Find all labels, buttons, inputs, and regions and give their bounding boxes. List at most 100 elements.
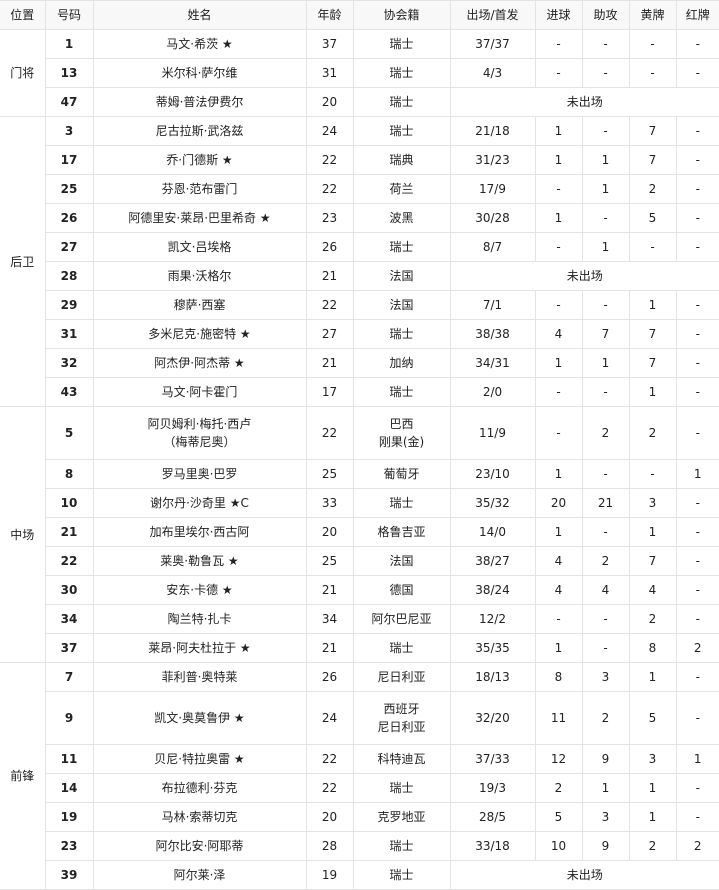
yellow-cards-cell: 7 — [628, 145, 677, 175]
number-cell: 8 — [44, 459, 94, 489]
number-cell: 9 — [44, 691, 94, 745]
apps-cell: 7/1 — [449, 290, 536, 320]
red-cards-cell: - — [675, 773, 719, 803]
yellow-cards-cell: 1 — [628, 517, 677, 547]
name-cell: 马文·阿卡霍门 — [92, 377, 307, 407]
apps-cell: 35/32 — [449, 488, 536, 518]
assists-cell: 1 — [581, 174, 630, 204]
apps-cell: 14/0 — [449, 517, 536, 547]
nationality-cell: 瑞士 — [352, 29, 451, 59]
number-cell: 30 — [44, 575, 94, 605]
age-cell: 21 — [305, 348, 354, 378]
name-cell: 罗马里奥·巴罗 — [92, 459, 307, 489]
age-cell: 21 — [305, 575, 354, 605]
table-row: 8 罗马里奥·巴罗 25 葡萄牙 23/10 1- -1 — [0, 459, 719, 489]
name-cell: 阿贝姆利·梅托·西卢 （梅蒂尼奥） — [92, 406, 307, 460]
table-row: 28 雨果·沃格尔 21 法国 未出场 — [0, 261, 719, 291]
number-cell: 7 — [44, 662, 94, 692]
table-row: 32 阿杰伊·阿杰蒂 ★ 21 加纳 34/31 1 1 7- — [0, 348, 719, 378]
position-cell: 前锋 — [0, 662, 46, 890]
goals-cell: 4 — [534, 319, 583, 349]
goals-cell: 1 — [534, 145, 583, 175]
apps-cell: 37/37 — [449, 29, 536, 59]
red-cards-cell: 2 — [675, 633, 719, 663]
age-cell: 26 — [305, 232, 354, 262]
age-cell: 31 — [305, 58, 354, 88]
nationality-cell: 瑞士 — [352, 488, 451, 518]
nationality-cell: 格鲁吉亚 — [352, 517, 451, 547]
number-cell: 17 — [44, 145, 94, 175]
age-cell: 21 — [305, 261, 354, 291]
goals-cell: - — [534, 232, 583, 262]
assists-cell: 9 — [581, 831, 630, 861]
assists-cell: 1 — [581, 773, 630, 803]
apps-cell: 4/3 — [449, 58, 536, 88]
age-cell: 23 — [305, 203, 354, 233]
nationality-cell: 法国 — [352, 261, 451, 291]
yellow-cards-cell: 2 — [628, 406, 677, 460]
yellow-cards-cell: - — [628, 232, 677, 262]
goals-cell: 20 — [534, 488, 583, 518]
red-cards-cell: - — [675, 116, 719, 146]
nationality-cell: 瑞士 — [352, 377, 451, 407]
age-cell: 22 — [305, 145, 354, 175]
red-cards-cell: - — [675, 145, 719, 175]
age-cell: 20 — [305, 802, 354, 832]
goals-cell: 10 — [534, 831, 583, 861]
number-cell: 19 — [44, 802, 94, 832]
table-row: 43 马文·阿卡霍门 17 瑞士 2/0- -1- — [0, 377, 719, 407]
column-header: 进球 — [534, 0, 583, 30]
table-row: 10 谢尔丹·沙奇里 ★C 33 瑞士 35/32 20 21 3- — [0, 488, 719, 518]
assists-cell: 1 — [581, 232, 630, 262]
cell-line: 西班牙 — [383, 702, 420, 716]
age-cell: 25 — [305, 459, 354, 489]
table-row: 30 安东·卡德 ★ 21 德国 38/24 4 4 4- — [0, 575, 719, 605]
goals-cell: 1 — [534, 203, 583, 233]
name-cell: 乔·门德斯 ★ — [92, 145, 307, 175]
red-cards-cell: - — [675, 662, 719, 692]
column-header: 姓名 — [92, 0, 307, 30]
age-cell: 24 — [305, 691, 354, 745]
apps-cell: 33/18 — [449, 831, 536, 861]
yellow-cards-cell: 1 — [628, 773, 677, 803]
age-cell: 33 — [305, 488, 354, 518]
nationality-cell: 瑞士 — [352, 58, 451, 88]
yellow-cards-cell: 5 — [628, 691, 677, 745]
table-row: 25 芬恩·范布雷门 22 荷兰 17/9-1 2- — [0, 174, 719, 204]
assists-cell: 1 — [581, 145, 630, 175]
name-cell: 穆萨·西塞 — [92, 290, 307, 320]
assists-cell: - — [581, 377, 630, 407]
nationality-cell: 尼日利亚 — [352, 662, 451, 692]
goals-cell: - — [534, 29, 583, 59]
assists-cell: 1 — [581, 348, 630, 378]
cell-line: 巴西 — [389, 417, 414, 431]
column-header: 协会籍 — [352, 0, 451, 30]
nationality-cell: 克罗地亚 — [352, 802, 451, 832]
goals-cell: 11 — [534, 691, 583, 745]
red-cards-cell: - — [675, 58, 719, 88]
number-cell: 25 — [44, 174, 94, 204]
apps-cell: 2/0 — [449, 377, 536, 407]
goals-cell: - — [534, 406, 583, 460]
header-row: 位置 号码 姓名 年龄 协会籍 出场/首发 进球 助攻 黄牌 红牌 — [0, 0, 719, 30]
yellow-cards-cell: 8 — [628, 633, 677, 663]
yellow-cards-cell: 2 — [628, 174, 677, 204]
nationality-cell: 瑞典 — [352, 145, 451, 175]
red-cards-cell: - — [675, 802, 719, 832]
nationality-cell: 阿尔巴尼亚 — [352, 604, 451, 634]
yellow-cards-cell: 3 — [628, 744, 677, 774]
name-cell: 尼古拉斯·武洛兹 — [92, 116, 307, 146]
goals-cell: 8 — [534, 662, 583, 692]
apps-cell: 28/5 — [449, 802, 536, 832]
name-cell: 芬恩·范布雷门 — [92, 174, 307, 204]
name-cell: 阿尔莱·泽 — [92, 860, 307, 890]
number-cell: 39 — [44, 860, 94, 890]
cell-line: 阿贝姆利·梅托·西卢 — [147, 417, 252, 431]
nationality-cell: 法国 — [352, 546, 451, 576]
name-cell: 莱昂·阿夫杜拉于 ★ — [92, 633, 307, 663]
table-row: 中场 5 阿贝姆利·梅托·西卢 （梅蒂尼奥） 22 巴西 刚果(金) 11/9-2 2- — [0, 406, 719, 663]
red-cards-cell: - — [675, 546, 719, 576]
table-row: 34 陶兰特·扎卡 34 阿尔巴尼亚 12/2- -2- — [0, 604, 719, 634]
apps-cell: 37/33 — [449, 744, 536, 774]
goals-cell: - — [534, 604, 583, 634]
